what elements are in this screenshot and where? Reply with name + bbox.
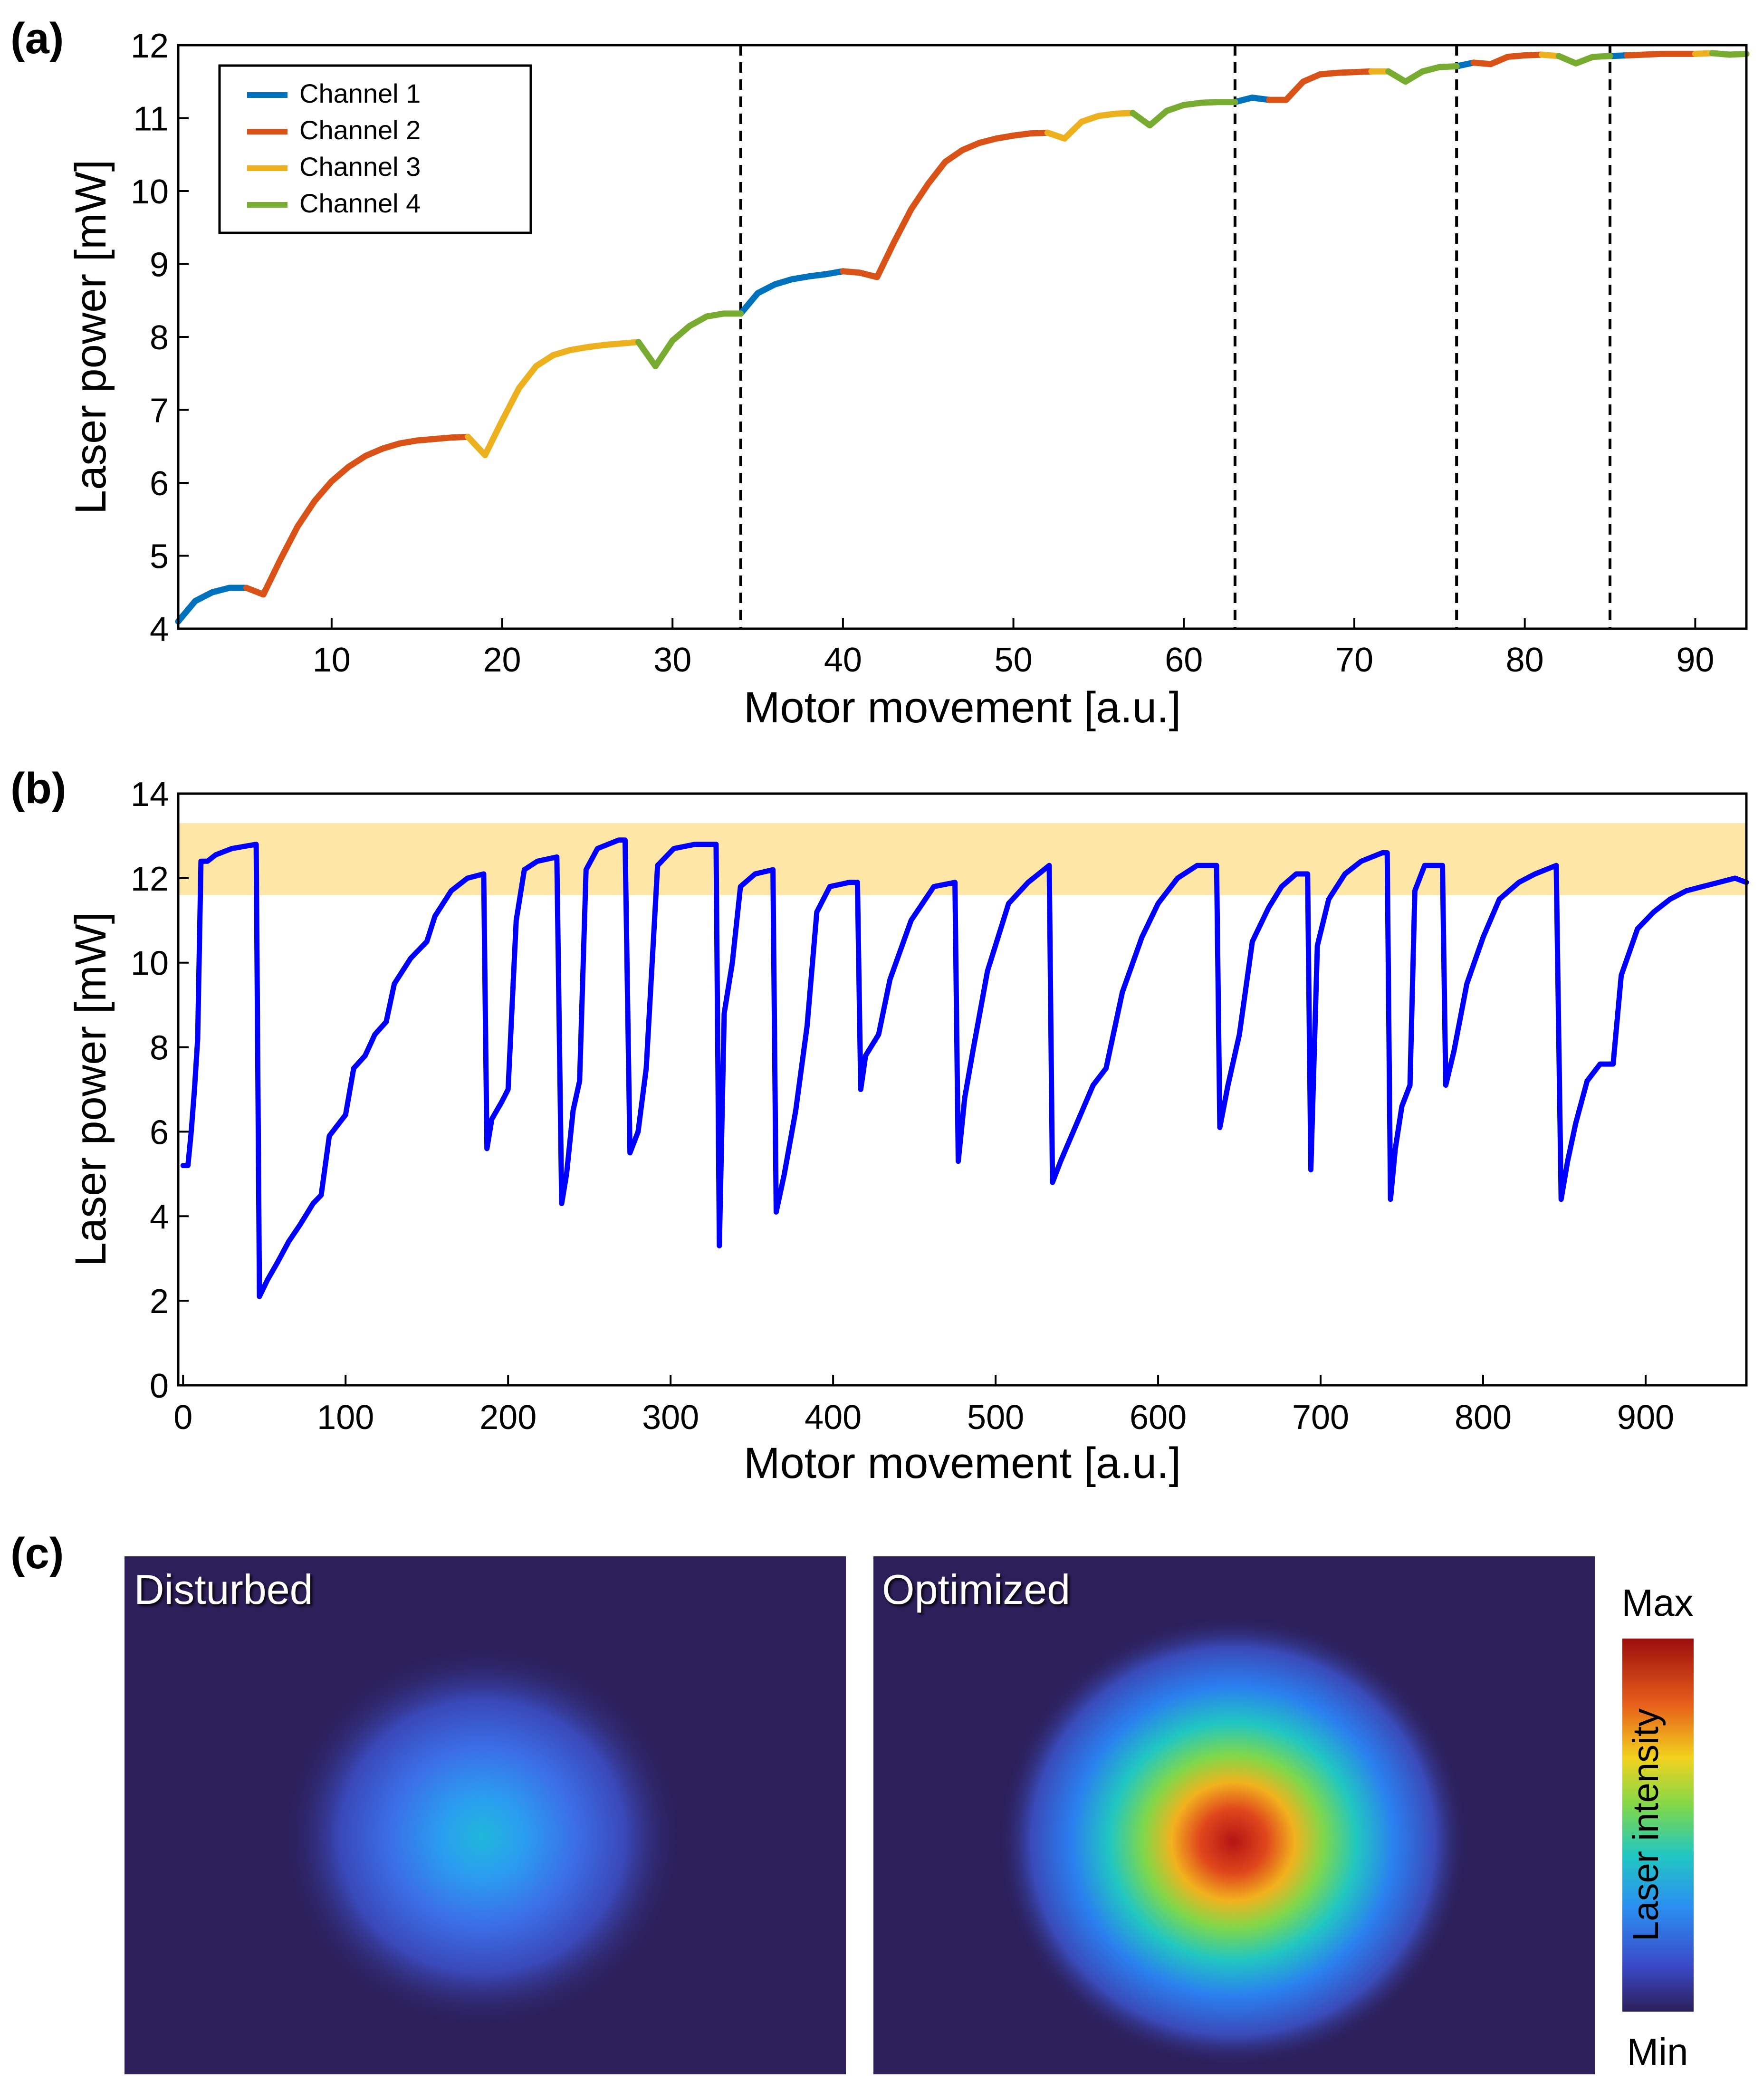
- a-ytick-label: 7: [150, 392, 169, 430]
- a-series-segment-channel-2: [243, 433, 471, 598]
- a-xtick-label: 40: [824, 641, 862, 679]
- a-ytick-label: 8: [150, 319, 169, 357]
- legend-label-channel-1: Channel 1: [299, 78, 421, 108]
- colorbar-max-label: Max: [1621, 1582, 1693, 1624]
- b-ytick-label: 10: [131, 945, 169, 983]
- b-xtick-label: 400: [805, 1399, 862, 1437]
- a-series-segment-channel-3: [1044, 110, 1136, 142]
- a-series-segment-channel-1: [1232, 95, 1273, 105]
- colorbar-title: Laser intensity: [1626, 1708, 1666, 1941]
- optimized-beam-image: Optimized: [873, 1556, 1595, 2074]
- b-xtick-label: 200: [479, 1399, 537, 1437]
- b-xtick-label: 0: [173, 1399, 192, 1437]
- b-ytick-label: 14: [131, 776, 169, 814]
- a-series-segment-channel-1: [738, 268, 846, 317]
- b-xtick-label: 900: [1617, 1399, 1674, 1437]
- panel-b-axes: 0 100 200 300 400 500 600 700 800 90002468101214 …: [67, 776, 1749, 1487]
- b-xtick-label: 700: [1292, 1399, 1349, 1437]
- b-xtick-label: 300: [642, 1399, 699, 1437]
- disturbed-beam-image: Disturbed: [125, 1556, 846, 2074]
- a-series-segment-channel-4: [1385, 63, 1460, 85]
- panel-b-xlabel: Motor movement [a.u.]: [744, 1439, 1181, 1487]
- a-series-segment-channel-3: [465, 339, 642, 459]
- a-series-segment-channel-4: [1555, 53, 1613, 67]
- a-ytick-label: 12: [131, 27, 169, 65]
- a-series-segment-channel-2: [1624, 50, 1698, 58]
- a-xtick-label: 10: [313, 641, 351, 679]
- colorbar-gradient: [1622, 1639, 1694, 2012]
- a-series-segment-channel-2: [1266, 68, 1375, 103]
- a-ytick-label: 9: [150, 246, 169, 284]
- b-series-line: [180, 837, 1749, 1299]
- panel-a-legend: Channel 1 Channel 2 Channel 3 Channel 4: [218, 64, 532, 234]
- panel-b-series: [180, 837, 1749, 1299]
- a-xtick-label: 80: [1506, 641, 1544, 679]
- panel-b-ylabel: Laser power [mW]: [67, 912, 115, 1266]
- legend-label-channel-2: Channel 2: [299, 115, 421, 145]
- a-xtick-label: 90: [1676, 641, 1714, 679]
- a-series-segment-channel-4: [1709, 50, 1750, 58]
- a-series-segment-channel-2: [840, 129, 1051, 280]
- intensity-colorbar: Max Laser intensity Min: [1621, 1582, 1694, 2073]
- b-ytick-label: 4: [150, 1198, 169, 1236]
- b-xtick-label: 800: [1455, 1399, 1512, 1437]
- a-ytick-label: 6: [150, 465, 169, 503]
- panel-a-axes: 10 20 30 40 50 60 70 80 90 4 5 6 7 8 9 10 11 12 Motor mov…: [67, 27, 1750, 732]
- a-ytick-label: 11: [133, 100, 169, 138]
- a-ytick-label: 5: [150, 538, 169, 576]
- b-ytick-label: 12: [131, 860, 169, 898]
- a-xtick-label: 20: [483, 641, 521, 679]
- a-ytick-label: 10: [131, 173, 169, 211]
- panel-a-series: [175, 50, 1750, 625]
- b-ytick-label: 0: [150, 1367, 169, 1405]
- b-xtick-label: 500: [967, 1399, 1024, 1437]
- a-xtick-label: 70: [1335, 641, 1373, 679]
- a-xtick-label: 30: [653, 641, 691, 679]
- panel-b-target-band: [178, 823, 1746, 895]
- a-series-segment-channel-4: [635, 310, 744, 369]
- a-xtick-label: 50: [995, 641, 1033, 679]
- colorbar-min-label: Min: [1627, 2031, 1688, 2073]
- b-xtick-label: 600: [1130, 1399, 1187, 1437]
- a-xtick-label: 60: [1165, 641, 1203, 679]
- a-series-segment-channel-2: [1470, 51, 1545, 67]
- optimized-beam-spot: [996, 1613, 1471, 2070]
- panel-a-divider-lines: [739, 45, 1612, 629]
- a-ytick-label: 4: [150, 611, 169, 649]
- disturbed-label: Disturbed: [134, 1566, 313, 1613]
- a-series-segment-channel-1: [175, 585, 249, 625]
- disturbed-beam-spot: [278, 1642, 687, 2032]
- b-ytick-label: 2: [150, 1283, 169, 1321]
- optimized-label: Optimized: [882, 1566, 1070, 1613]
- b-ytick-label: 6: [150, 1113, 169, 1151]
- panel-a-label: (a): [10, 14, 64, 63]
- panel-a-xlabel: Motor movement [a.u.]: [744, 683, 1181, 732]
- panel-a-ylabel: Laser power [mW]: [67, 160, 115, 514]
- a-series-segment-channel-4: [1130, 99, 1238, 129]
- legend-label-channel-4: Channel 4: [299, 188, 421, 218]
- b-ytick-label: 8: [150, 1029, 169, 1067]
- panel-c-label: (c): [10, 1529, 64, 1578]
- legend-label-channel-3: Channel 3: [299, 152, 421, 182]
- panel-b-plot-frame: [177, 792, 1748, 1387]
- panel-b-label: (b): [10, 764, 66, 813]
- b-xtick-label: 100: [317, 1399, 374, 1437]
- b-target-band-rect: [178, 823, 1746, 895]
